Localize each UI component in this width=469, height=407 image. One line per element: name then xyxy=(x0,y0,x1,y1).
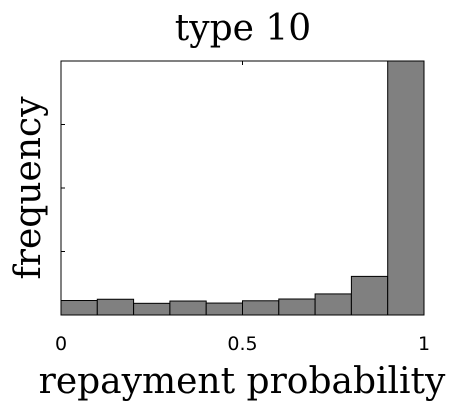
histogram-bar-3 xyxy=(133,302,171,316)
bars-group xyxy=(60,60,425,316)
histogram-bar-9 xyxy=(350,275,389,316)
chart-title: type 10 xyxy=(175,8,311,49)
x-tick-label: 1 xyxy=(418,333,430,355)
histogram-bar-1 xyxy=(60,300,98,316)
histogram-bar-2 xyxy=(96,298,135,316)
histogram-bar-5 xyxy=(205,302,243,316)
histogram-bar-7 xyxy=(278,298,316,316)
y-axis-label: frequency xyxy=(8,96,49,280)
x-tick-label: 0 xyxy=(55,333,67,355)
x-tick-labels-group: 0 0.5 1 xyxy=(55,333,430,355)
x-axis-label: repayment probability xyxy=(39,361,446,402)
histogram-bar-10 xyxy=(387,60,425,316)
plot-frame xyxy=(60,60,425,316)
histogram-bar-4 xyxy=(169,300,207,316)
x-tick-label: 0.5 xyxy=(227,333,257,355)
histogram-bar-8 xyxy=(314,293,352,316)
histogram-bar-6 xyxy=(242,300,280,316)
